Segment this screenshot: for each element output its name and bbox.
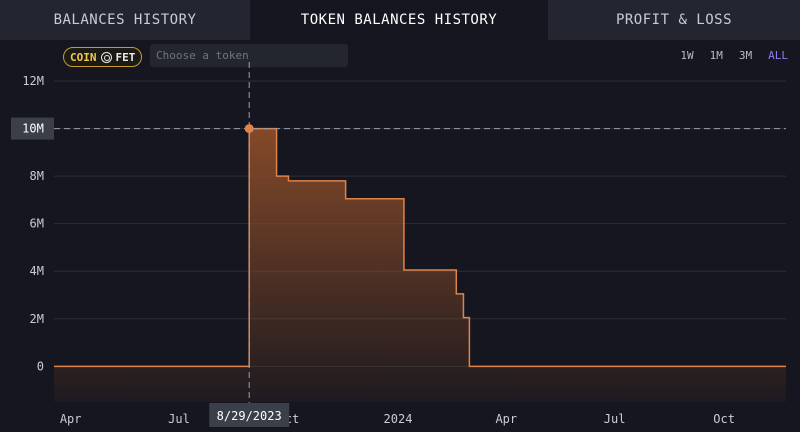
chart-toolbar: COIN FET 1W 1M 3M ALL (0, 40, 800, 72)
chip-token-symbol: FET (115, 50, 136, 64)
range-all-button[interactable]: ALL (768, 49, 788, 62)
y-tick-label: 4M (30, 264, 44, 278)
token-filter-chip[interactable]: COIN FET (63, 47, 143, 67)
range-3m-button[interactable]: 3M (738, 49, 753, 62)
y-tick-label: 8M (30, 169, 44, 183)
x-tick-label: 2024 (384, 412, 413, 426)
tab-token-balances-history[interactable]: TOKEN BALANCES HISTORY (250, 0, 548, 40)
crosshair-y-label: 10M (22, 122, 44, 136)
range-1w-button[interactable]: 1W (680, 49, 694, 62)
token-search-input[interactable] (150, 44, 348, 67)
crosshair-y-label-box (11, 117, 54, 140)
y-tick-label: 6M (30, 217, 44, 231)
x-tick-label: Jul (604, 412, 626, 426)
y-tick-label: 2M (30, 312, 44, 326)
coin-icon (100, 51, 112, 63)
range-selector: 1W 1M 3M ALL (680, 49, 788, 62)
crosshair-x-label-box (209, 403, 290, 427)
x-tick-label: Apr (495, 412, 517, 426)
series-area (54, 128, 786, 402)
y-tick-label: 0 (37, 359, 44, 373)
tab-bar: BALANCES HISTORY TOKEN BALANCES HISTORY … (0, 0, 800, 40)
x-tick-label: Apr (60, 412, 82, 426)
range-1m-button[interactable]: 1M (709, 49, 723, 62)
x-tick-label: Oct (713, 412, 735, 426)
tab-balances-history[interactable]: BALANCES HISTORY (0, 0, 250, 40)
y-tick-label: 12M (22, 74, 44, 88)
chip-prefix: COIN (70, 50, 97, 64)
tab-profit-loss[interactable]: PROFIT & LOSS (548, 0, 800, 40)
crosshair-x-label: 8/29/2023 (217, 409, 282, 423)
x-tick-label: Jul (168, 412, 190, 426)
crosshair-point (244, 124, 254, 134)
